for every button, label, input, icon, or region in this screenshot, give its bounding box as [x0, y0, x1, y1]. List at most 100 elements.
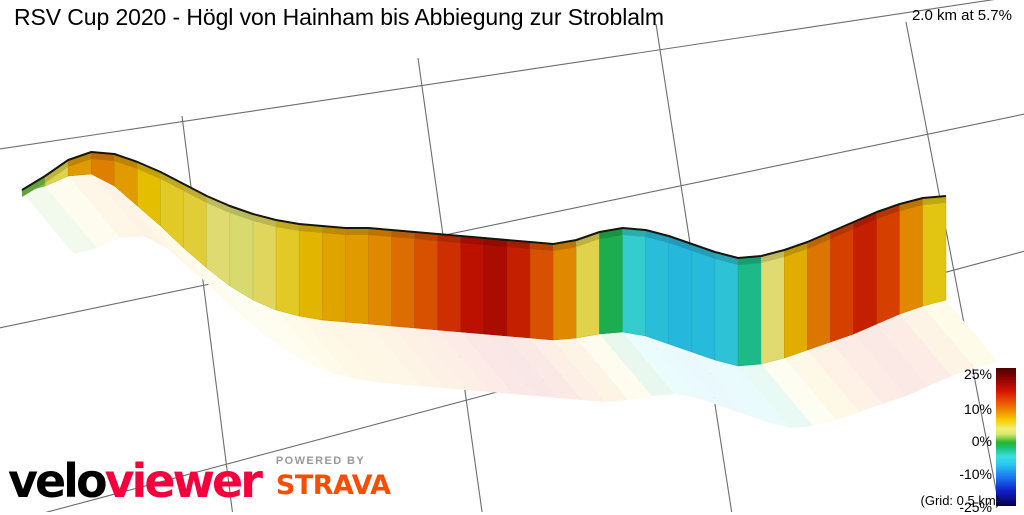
shadow-slice: [368, 324, 444, 388]
legend-tick-10: 10%: [963, 401, 992, 417]
ribbon-slice: [784, 241, 808, 359]
ribbon-slice: [275, 219, 300, 317]
shadow-slice: [715, 360, 791, 428]
ribbon-slice-cap: [45, 160, 69, 183]
grid-scale-note: (Grid: 0.5 km): [920, 493, 1000, 508]
ribbon-slice: [899, 197, 924, 315]
shadow-slice: [91, 174, 167, 248]
ribbon-slice-cap: [253, 214, 277, 227]
ribbon-slice-cap: [22, 176, 46, 197]
ribbon-slice: [345, 227, 369, 325]
shadow-slice: [276, 310, 352, 378]
ribbon-slice: [853, 211, 877, 335]
shadow-slice: [253, 300, 329, 372]
ribbon-slice-cap: [668, 236, 692, 251]
grid-line-horizontal-1: [0, 0, 995, 150]
shadow-slice: [761, 358, 837, 426]
shadow-slice: [229, 286, 305, 362]
ribbon-slice: [691, 243, 716, 361]
shadow-slice: [876, 314, 952, 386]
ribbon-slice: [483, 237, 508, 337]
ribbon-slice: [229, 205, 254, 301]
ribbon-slice-cap: [876, 204, 900, 219]
powered-by-label: POWERED BY: [275, 455, 366, 467]
ribbon-slice: [506, 239, 531, 339]
ribbon-slice-cap: [160, 172, 184, 191]
legend-tick-minus10: -10%: [959, 466, 992, 482]
shadow-slice: [807, 342, 883, 412]
ribbon-slice-cap: [137, 162, 161, 179]
shadow-slice: [45, 176, 121, 248]
shadow-slice: [622, 332, 698, 398]
ribbon-slice-cap: [206, 196, 230, 213]
ribbon-slice-cap: [691, 244, 715, 259]
shadow-slice: [530, 338, 606, 402]
ribbon-slice-cap: [830, 222, 854, 239]
ribbon-slice-cap: [899, 198, 923, 211]
shadow-slice: [576, 334, 652, 400]
shadow-slice: [853, 324, 929, 396]
shadow-slice: [830, 334, 906, 404]
ribbon-slice: [368, 227, 392, 327]
shadow-slice: [922, 300, 998, 368]
profile-ribbon: [21, 151, 947, 367]
shadow-slice: [22, 186, 98, 254]
logo-text-viewer: viewer: [104, 454, 263, 509]
shadow-slice: [391, 326, 467, 390]
grid-line-vertical-4: [905, 21, 999, 501]
route-summary: 2.0 km at 5.7%: [911, 7, 1012, 24]
ribbon-slice-cap: [853, 212, 877, 229]
legend-tick-25: 25%: [963, 366, 992, 382]
profile-crest-line: [21, 151, 947, 259]
ribbon-slice-cap: [761, 250, 785, 263]
shadow-slice: [137, 206, 213, 288]
ribbon-slice: [876, 203, 901, 325]
ribbon-slice-cap: [183, 184, 207, 203]
ribbon-slice-cap: [229, 206, 253, 221]
ribbon-slice-cap: [345, 228, 369, 235]
ribbon-slice: [252, 213, 277, 311]
logo-text-velo: velo: [8, 454, 108, 509]
shadow-slice: [414, 328, 490, 392]
shadow-slice: [322, 320, 398, 384]
ribbon-slice: [322, 225, 346, 323]
shadow-slice: [299, 316, 375, 382]
gradient-colorbar: [996, 368, 1016, 506]
ribbon-slice: [298, 223, 323, 321]
ribbon-slice: [553, 239, 577, 341]
ribbon-slice-cap: [576, 232, 600, 247]
shadow-slice: [599, 332, 675, 396]
ribbon-slice: [922, 195, 947, 307]
ribbon-slice: [714, 251, 739, 367]
shadow-slice: [691, 352, 767, 422]
ribbon-slice-cap: [553, 240, 577, 251]
ribbon-slice-cap: [68, 152, 92, 167]
ribbon-slice-cap: [114, 154, 138, 169]
ribbon-slice: [414, 231, 439, 331]
legend-tick-0: 0%: [971, 433, 992, 449]
powered-by-strava[interactable]: POWERED BY STRAVA: [276, 455, 391, 504]
ribbon-slice: [437, 233, 462, 333]
grid-line-horizontal-2: [0, 113, 1024, 329]
shadow-slice: [645, 336, 721, 406]
gradient-legend-ticks: 25% 10% 0% -10% -25%: [908, 366, 992, 515]
ribbon-slice: [529, 241, 554, 341]
shadow-slice: [784, 350, 860, 420]
gradient-legend: 25% 10% 0% -10% -25%: [906, 366, 1016, 515]
shadow-slice: [114, 186, 190, 268]
ribbon-slice: [391, 229, 415, 329]
ribbon-slice-cap: [715, 252, 739, 265]
ribbon-slice-cap: [645, 230, 669, 243]
veloviewer-logo[interactable]: veloviewer: [8, 458, 263, 504]
branding: veloviewer POWERED BY STRAVA: [8, 455, 391, 504]
ribbon-slice: [622, 227, 646, 337]
shadow-slice: [484, 334, 560, 398]
shadow-slice: [460, 332, 536, 396]
grid-line-vertical-1: [181, 115, 233, 512]
shadow-slice: [345, 322, 421, 386]
ribbon-slice: [737, 255, 762, 367]
ribbon-slice: [807, 231, 831, 351]
legend-tick-minus25: -25%: [959, 499, 992, 515]
